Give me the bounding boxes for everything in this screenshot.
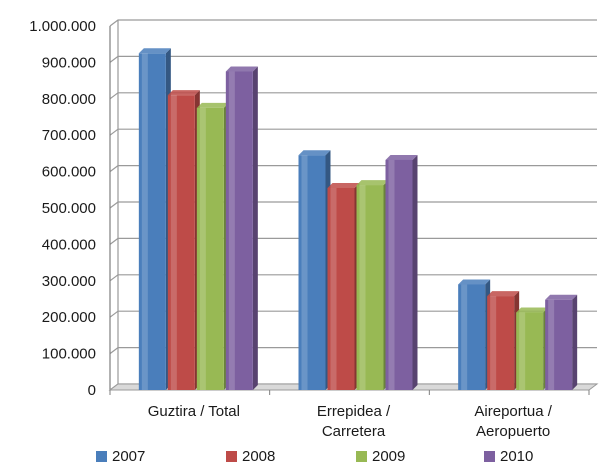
y-tick-label: 800.000 bbox=[42, 91, 96, 108]
category-label: Aireportua / bbox=[474, 403, 552, 420]
y-tick-label: 1.000.000 bbox=[29, 18, 96, 35]
legend-item-2008: 2008 bbox=[226, 446, 275, 466]
legend-label: 2008 bbox=[242, 447, 276, 465]
legend-item-2010: 2010 bbox=[484, 446, 533, 466]
legend-swatch bbox=[226, 450, 237, 462]
y-tick-label: 0 bbox=[88, 382, 96, 399]
legend-label: 2010 bbox=[500, 447, 534, 465]
legend-item-2007: 2007 bbox=[96, 446, 145, 466]
bar-2008-cat0 bbox=[167, 90, 200, 390]
gridline bbox=[109, 55, 597, 63]
y-tick-label: 500.000 bbox=[42, 200, 96, 217]
bar-2010-cat0 bbox=[225, 66, 258, 390]
category-label: Carretera bbox=[322, 423, 386, 440]
legend-swatch bbox=[484, 450, 495, 462]
legend-label: 2009 bbox=[372, 447, 406, 465]
bar-2007-cat0 bbox=[138, 48, 171, 391]
bar-2010-cat1 bbox=[385, 154, 418, 390]
category-label: Aeropuerto bbox=[476, 423, 550, 440]
legend-swatch bbox=[96, 450, 107, 462]
y-tick-label: 200.000 bbox=[42, 309, 96, 326]
y-tick-label: 700.000 bbox=[42, 127, 96, 144]
gridline bbox=[109, 19, 597, 27]
bar-2009-cat0 bbox=[196, 102, 229, 391]
y-tick-label: 300.000 bbox=[42, 273, 96, 290]
bars bbox=[138, 48, 578, 391]
bar-2007-cat2 bbox=[458, 279, 491, 390]
category-labels: Guztira / Total Errepidea / Carretera Airep… bbox=[148, 403, 553, 440]
legend-label: 2007 bbox=[112, 447, 146, 465]
legend-item-2009: 2009 bbox=[356, 446, 405, 466]
bar-2009-cat2 bbox=[516, 307, 549, 390]
bar-2008-cat1 bbox=[327, 182, 360, 390]
category-label: Errepidea / bbox=[317, 403, 391, 420]
y-tick-labels: 0 100.000 200.000 300.000 400.000 500.000 600.… bbox=[29, 18, 96, 399]
y-tick-label: 400.000 bbox=[42, 236, 96, 253]
bar-2010-cat2 bbox=[545, 294, 578, 390]
legend-swatch bbox=[356, 450, 367, 462]
bar-2007-cat1 bbox=[298, 150, 331, 390]
y-tick-label: 600.000 bbox=[42, 164, 96, 181]
y-tick-label: 100.000 bbox=[42, 346, 96, 363]
legend: 2007 2008 2009 2010 bbox=[0, 446, 604, 466]
category-label: Guztira / Total bbox=[148, 403, 240, 420]
bar-2009-cat1 bbox=[356, 180, 389, 390]
bar-2008-cat2 bbox=[487, 291, 520, 390]
y-tick-label: 900.000 bbox=[42, 54, 96, 71]
